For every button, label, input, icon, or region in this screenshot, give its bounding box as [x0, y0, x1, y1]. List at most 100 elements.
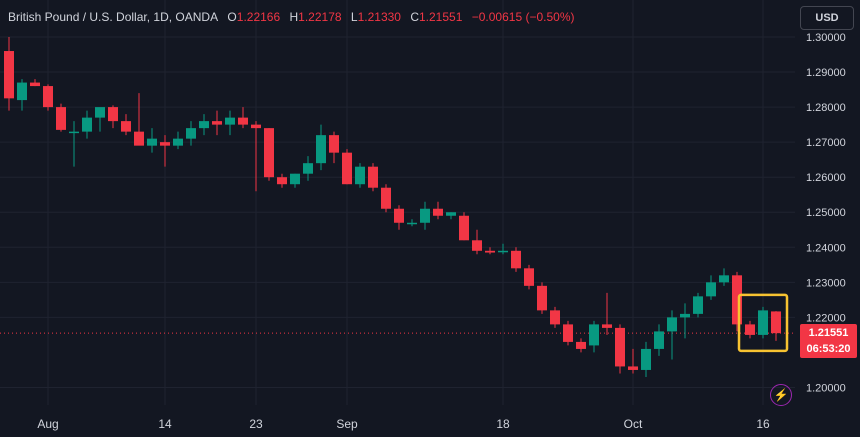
currency-button[interactable]: USD [800, 6, 854, 30]
open-label: O [227, 10, 237, 24]
candle-body [472, 240, 482, 251]
candle [329, 131, 339, 164]
candle [628, 348, 638, 374]
candle-body [641, 348, 651, 370]
close-label: C [410, 10, 419, 24]
candle [82, 110, 92, 139]
candle-body [30, 82, 40, 87]
candle [160, 135, 170, 167]
candle [30, 79, 40, 87]
symbol-legend: British Pound / U.S. Dollar, 1D, OANDA O… [8, 10, 580, 24]
low-label: L [350, 10, 358, 24]
candle-body [485, 250, 495, 253]
symbol-title: British Pound / U.S. Dollar, 1D, OANDA [8, 10, 219, 24]
candle [680, 303, 690, 339]
candle [186, 121, 196, 146]
candle-body [277, 177, 287, 185]
candle-body [4, 51, 14, 99]
candle-body [732, 275, 742, 325]
close-value: 1.21551 [419, 10, 463, 24]
candle-body [160, 142, 170, 146]
price-axis: 1.30000 1.29000 1.28000 1.27000 1.26000 1.250… [806, 32, 846, 394]
candle-body [225, 117, 235, 125]
time-tick-label: 16 [756, 417, 770, 431]
candle [472, 229, 482, 255]
candle-body [654, 331, 664, 349]
low-value: 1.21330 [357, 10, 401, 24]
candle-body [745, 324, 755, 335]
candle [758, 306, 768, 339]
candle-body [43, 86, 53, 108]
candle-body [433, 208, 443, 216]
candle-body [550, 310, 560, 325]
candle-body [134, 131, 144, 146]
high-value: 1.22178 [298, 10, 342, 24]
last-price-value: 1.21551 [808, 327, 849, 339]
candle-body [212, 121, 222, 125]
price-tick-label: 1.20000 [806, 382, 846, 394]
time-tick-label: Sep [336, 417, 358, 431]
candle [485, 247, 495, 255]
candle-body [459, 215, 469, 241]
candle-body [355, 166, 365, 185]
candle [563, 320, 573, 346]
candle-body [420, 208, 430, 223]
candle-body [589, 324, 599, 346]
candle [17, 79, 27, 111]
candle [654, 324, 664, 356]
candle-body [199, 121, 209, 129]
candle-body [563, 324, 573, 342]
lightning-bolt-icon[interactable]: ⚡ [770, 384, 792, 406]
candle [69, 121, 79, 167]
candle [615, 324, 625, 374]
candle-body [342, 152, 352, 185]
candle [121, 114, 131, 136]
candle [4, 37, 14, 111]
candle-body [576, 341, 586, 349]
candle [459, 212, 469, 241]
highlight-box [737, 293, 789, 353]
candle [706, 275, 716, 300]
candle [745, 320, 755, 339]
high-label: H [289, 10, 299, 24]
candle-body [706, 282, 716, 297]
candle-body [17, 82, 27, 101]
candle [108, 105, 118, 129]
candle [589, 320, 599, 353]
candle-body [290, 173, 300, 185]
candle-body [615, 327, 625, 367]
candle-body [368, 166, 378, 188]
candle [134, 93, 144, 146]
candle-body [329, 135, 339, 153]
candle [238, 107, 248, 129]
candle-body [186, 128, 196, 139]
candle [693, 292, 703, 318]
candle-body [82, 117, 92, 132]
candle [732, 271, 742, 332]
candle-body [394, 208, 404, 223]
candle [316, 124, 326, 171]
price-tick-label: 1.24000 [806, 242, 846, 254]
candle [511, 247, 521, 272]
candle-body [69, 131, 79, 134]
candle [147, 128, 157, 153]
candle-body [238, 117, 248, 125]
candle-body [680, 313, 690, 318]
candle-body [524, 268, 534, 286]
candle-body [303, 163, 313, 174]
candle [498, 243, 508, 255]
candle-body [264, 128, 274, 178]
candle [381, 184, 391, 213]
candle-body [251, 124, 261, 129]
candle [602, 292, 612, 335]
time-tick-label: Aug [37, 417, 58, 431]
candle [524, 264, 534, 290]
last-price-tag: 1.21551 06:53:20 [800, 324, 857, 358]
candle [394, 205, 404, 230]
candle [264, 128, 274, 181]
candle [407, 219, 417, 227]
price-tick-label: 1.29000 [806, 67, 846, 79]
candle-body [628, 366, 638, 370]
candle-body [316, 135, 326, 164]
